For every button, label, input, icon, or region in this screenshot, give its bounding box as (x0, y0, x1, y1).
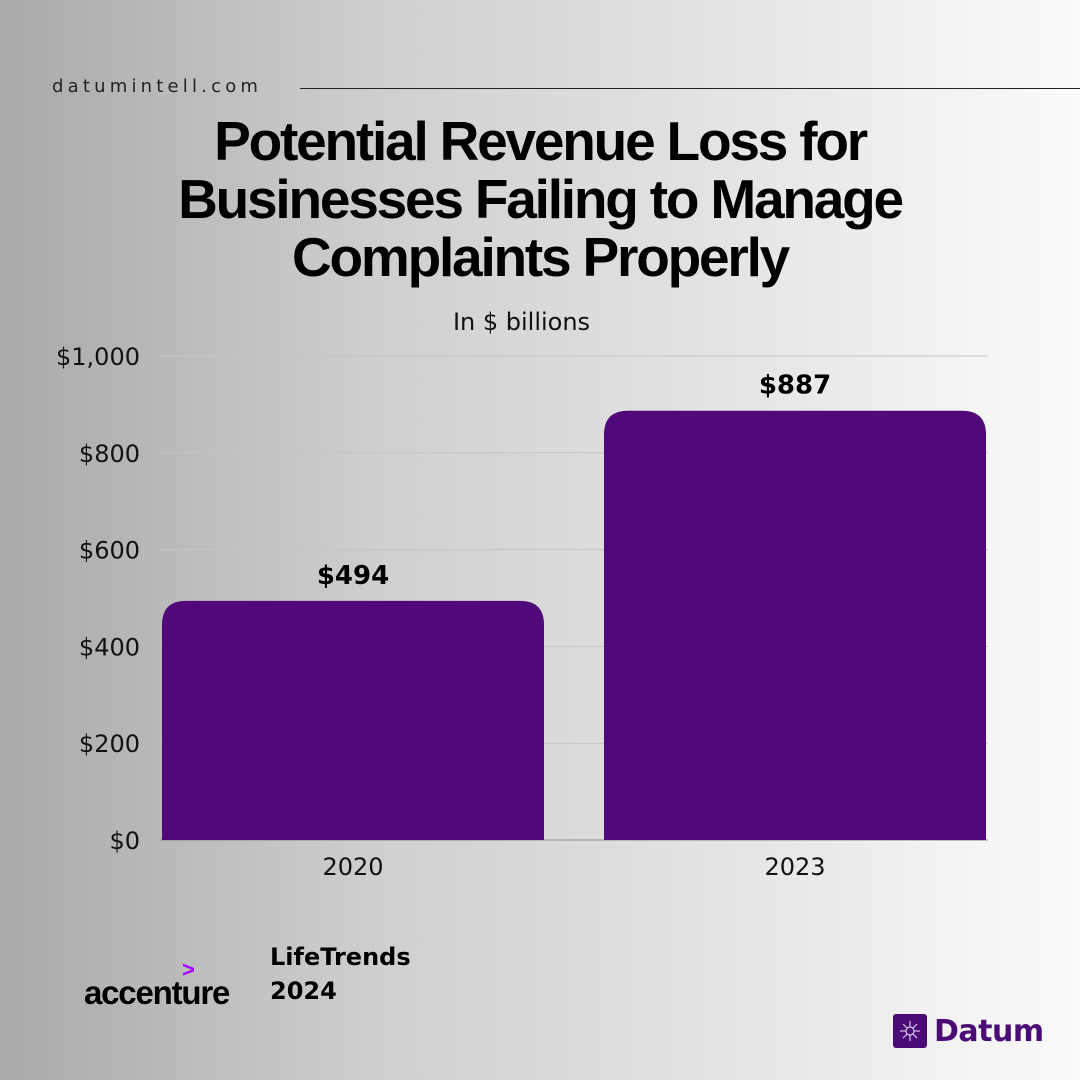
chart-subtitle: In $ billions (452, 308, 591, 336)
x-tick-label: 2023 (764, 853, 825, 881)
header-divider (300, 88, 1080, 89)
chart-title: Potential Revenue Loss for Businesses Fa… (60, 112, 1020, 286)
y-tick-label: $200 (79, 730, 140, 758)
accenture-logo-mark: > (182, 957, 195, 982)
y-tick-label: $1,000 (56, 343, 140, 371)
x-tick-label: 2020 (322, 853, 383, 881)
bar (162, 600, 544, 840)
y-tick-label: $400 (79, 633, 140, 661)
chart-title-line-3: Complaints Properly (291, 226, 790, 288)
y-tick-label: $800 (79, 440, 140, 468)
datum-logo-icon (893, 1014, 927, 1048)
network-icon (900, 1021, 920, 1041)
y-tick-label: $0 (109, 827, 140, 855)
bar (604, 410, 986, 840)
accenture-logo: accenture (84, 974, 230, 1011)
datum-brand: Datum (893, 1013, 1044, 1049)
source-line-1: LifeTrends (270, 943, 411, 971)
data-label: $494 (317, 561, 389, 591)
source-line-2: 2024 (270, 977, 337, 1005)
y-tick-label: $600 (79, 537, 140, 565)
site-url: datumintell.com (52, 76, 263, 97)
brand-name: Datum (934, 1013, 1044, 1049)
data-label: $887 (759, 371, 831, 401)
source-label: LifeTrends 2024 (270, 940, 411, 1008)
chart-title-line-2: Businesses Failing to Manage (178, 168, 904, 230)
chart-title-line-1: Potential Revenue Loss for (214, 110, 868, 172)
